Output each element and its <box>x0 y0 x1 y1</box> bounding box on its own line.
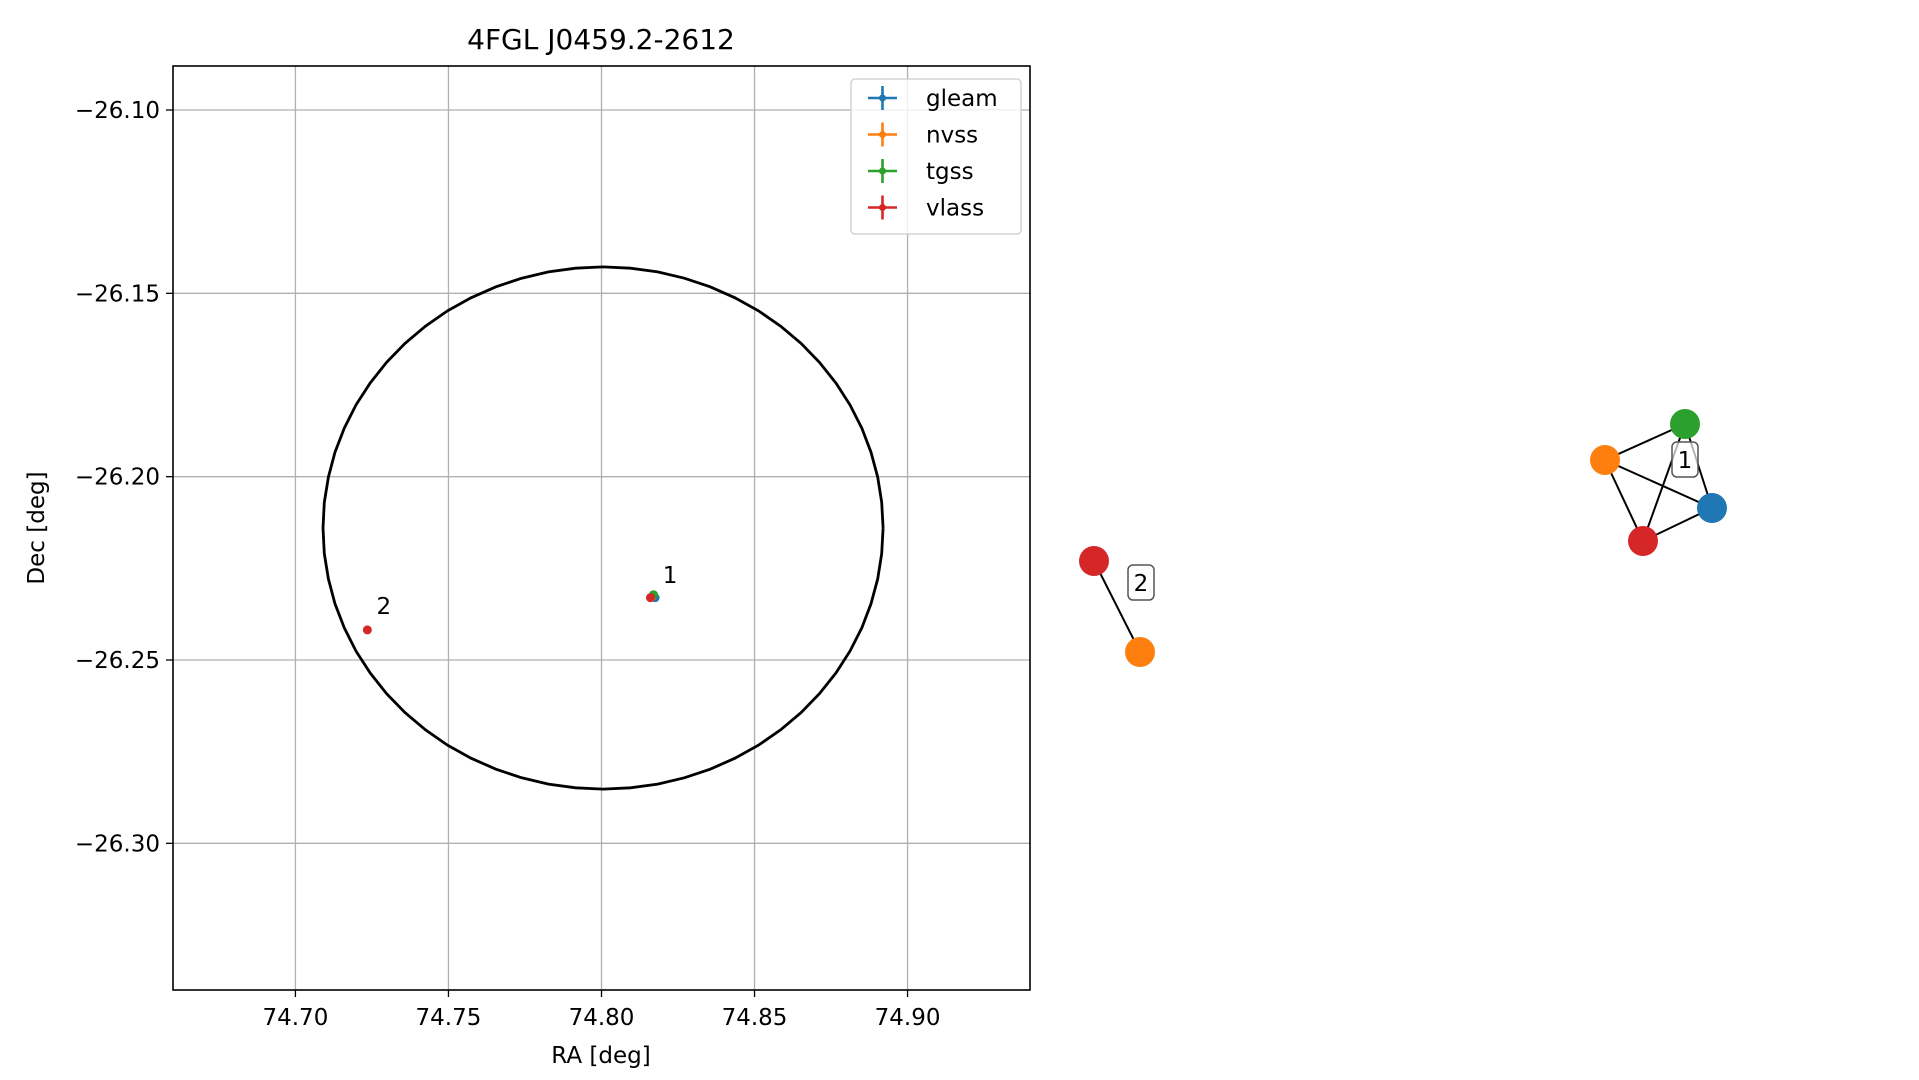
point-annotation: 1 <box>663 563 678 589</box>
legend-entry-vlass: vlass <box>868 195 984 222</box>
x-tick-label: 74.85 <box>722 1005 788 1031</box>
x-axis-label: RA [deg] <box>551 1043 650 1069</box>
y-tick-label: −26.15 <box>75 281 160 307</box>
graph-edge <box>1093 560 1141 653</box>
legend: gleam nvss tgss vlass <box>850 78 1022 235</box>
ellipse-outline <box>321 265 885 791</box>
source-annotations: 12 <box>377 563 678 620</box>
y-tick-label: −26.20 <box>75 465 160 491</box>
x-tick-label: 74.70 <box>262 1005 328 1031</box>
graph-node-vlass <box>1628 526 1658 556</box>
x-tick-label: 74.75 <box>416 1005 482 1031</box>
graph-node-nvss <box>1125 637 1155 667</box>
x-tick-label: 74.90 <box>875 1005 941 1031</box>
legend-entry-gleam: gleam <box>868 86 998 112</box>
legend-entry-tgss: tgss <box>868 159 974 185</box>
graph-group-labels: 12 <box>1127 441 1699 601</box>
graph-node-tgss <box>1670 409 1700 439</box>
point-vlass <box>645 593 655 603</box>
graph-edge <box>1604 459 1713 509</box>
chart-title: 4FGL J0459.2-2612 <box>467 23 735 56</box>
source-markers <box>362 590 660 635</box>
legend-marker-dot <box>879 167 886 175</box>
group-label-box <box>1671 441 1699 478</box>
legend-entry-nvss: nvss <box>868 122 978 149</box>
legend-marker-dot <box>879 131 886 138</box>
point-vlass <box>362 625 372 635</box>
match-graph-panel: 12 <box>1079 409 1727 667</box>
y-axis-ticks: −26.10 −26.15 −26.20 −26.25 −26.30 <box>75 98 173 857</box>
y-tick-label: −26.25 <box>75 648 160 674</box>
graph-node-vlass <box>1079 546 1109 576</box>
legend-label: tgss <box>926 159 974 185</box>
localization-ellipse <box>321 265 885 791</box>
legend-label: nvss <box>926 123 978 149</box>
legend-items: gleam nvss tgss vlass <box>868 86 998 222</box>
point-annotation: 2 <box>377 594 392 620</box>
legend-box <box>850 78 1022 235</box>
graph-node-nvss <box>1590 445 1620 475</box>
x-tick-label: 74.80 <box>569 1005 635 1031</box>
y-tick-label: −26.10 <box>75 98 160 124</box>
grid-lines <box>173 66 1030 990</box>
group-label: 1 <box>1678 448 1693 474</box>
group-label: 2 <box>1134 571 1149 597</box>
legend-label: vlass <box>926 196 984 222</box>
legend-marker-dot <box>879 94 886 102</box>
graph-nodes <box>1079 409 1727 667</box>
legend-label: gleam <box>926 86 998 112</box>
y-tick-label: −26.30 <box>75 831 160 857</box>
graph-node-gleam <box>1697 493 1727 523</box>
y-axis-label: Dec [deg] <box>24 471 50 584</box>
x-axis-ticks: 74.70 74.75 74.80 74.85 74.90 <box>262 990 941 1031</box>
scatter-panel: 12 74.70 74.75 74.80 74.85 74.90 −26.10−26.1… <box>24 23 1031 1069</box>
group-label-box <box>1127 564 1155 601</box>
legend-marker-dot <box>879 204 886 211</box>
